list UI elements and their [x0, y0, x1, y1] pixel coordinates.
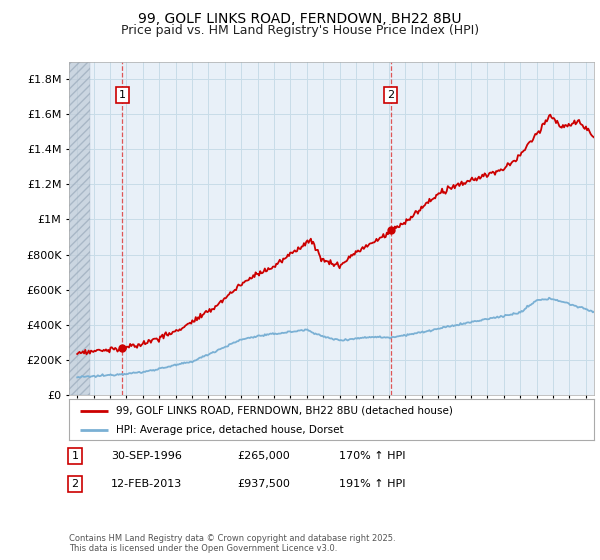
Text: 1: 1	[71, 451, 79, 461]
Text: 1: 1	[119, 90, 126, 100]
Text: 12-FEB-2013: 12-FEB-2013	[111, 479, 182, 489]
Text: 191% ↑ HPI: 191% ↑ HPI	[339, 479, 406, 489]
Text: 2: 2	[71, 479, 79, 489]
Text: £265,000: £265,000	[237, 451, 290, 461]
Text: HPI: Average price, detached house, Dorset: HPI: Average price, detached house, Dors…	[116, 424, 344, 435]
Text: 2: 2	[387, 90, 394, 100]
Text: Contains HM Land Registry data © Crown copyright and database right 2025.
This d: Contains HM Land Registry data © Crown c…	[69, 534, 395, 553]
Text: Price paid vs. HM Land Registry's House Price Index (HPI): Price paid vs. HM Land Registry's House …	[121, 24, 479, 37]
Text: 170% ↑ HPI: 170% ↑ HPI	[339, 451, 406, 461]
Text: 99, GOLF LINKS ROAD, FERNDOWN, BH22 8BU: 99, GOLF LINKS ROAD, FERNDOWN, BH22 8BU	[138, 12, 462, 26]
Text: 30-SEP-1996: 30-SEP-1996	[111, 451, 182, 461]
Text: £937,500: £937,500	[237, 479, 290, 489]
Bar	[69, 62, 89, 395]
Text: 99, GOLF LINKS ROAD, FERNDOWN, BH22 8BU (detached house): 99, GOLF LINKS ROAD, FERNDOWN, BH22 8BU …	[116, 405, 453, 416]
